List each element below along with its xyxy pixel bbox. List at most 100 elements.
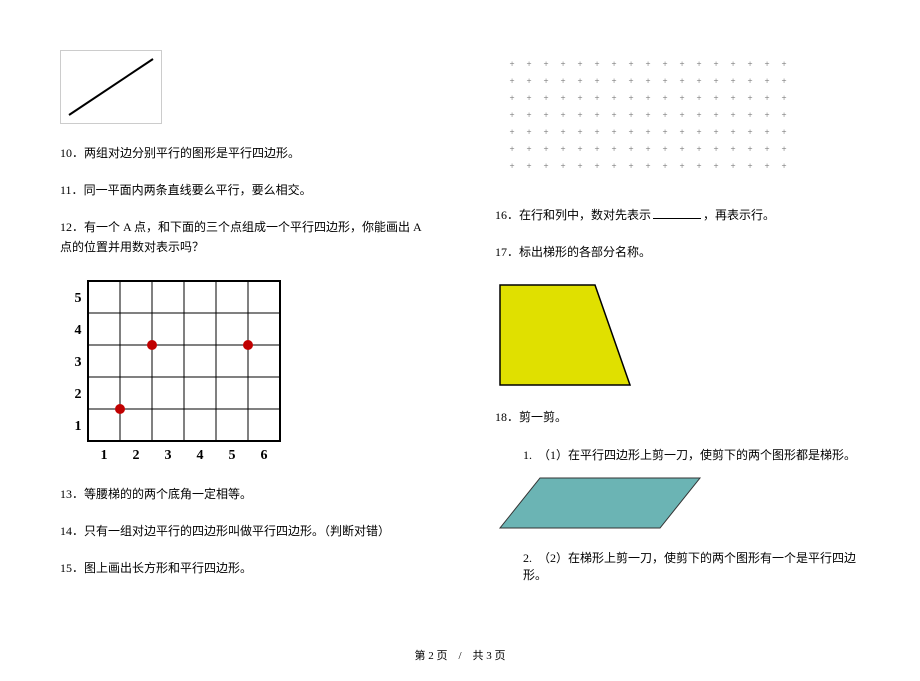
svg-text:3: 3 [165, 448, 172, 463]
svg-text:+: + [594, 110, 599, 120]
q12-num: 12． [60, 220, 84, 234]
q15: 15．图上画出长方形和平行四边形。 [60, 559, 425, 578]
svg-text:+: + [543, 76, 548, 86]
svg-text:+: + [781, 76, 786, 86]
svg-text:+: + [594, 93, 599, 103]
svg-text:3: 3 [75, 355, 82, 370]
svg-text:+: + [509, 144, 514, 154]
q16-pre: 在行和列中，数对先表示 [519, 208, 651, 222]
svg-text:+: + [679, 110, 684, 120]
parallelogram-svg [495, 473, 705, 533]
svg-text:+: + [679, 161, 684, 171]
svg-text:+: + [526, 93, 531, 103]
trapezoid-figure [495, 280, 860, 390]
svg-text:+: + [611, 93, 616, 103]
dotgrid-svg: + + + + + + + + + + + + + + + + + + + + + + + + + + + + + + + + + + + + + + + +… [495, 50, 801, 186]
svg-text:+: + [509, 76, 514, 86]
svg-text:5: 5 [75, 291, 82, 306]
svg-text:+: + [526, 59, 531, 69]
parallelogram-figure [495, 473, 860, 533]
page: 10．两组对边分别平行的图形是平行四边形。 11．同一平面内两条直线要么平行，要… [0, 0, 920, 681]
svg-text:+: + [781, 161, 786, 171]
svg-text:+: + [560, 161, 565, 171]
q10-num: 10． [60, 146, 84, 160]
line-figure [60, 50, 162, 124]
svg-text:+: + [543, 59, 548, 69]
columns: 10．两组对边分别平行的图形是平行四边形。 11．同一平面内两条直线要么平行，要… [60, 50, 860, 596]
svg-text:+: + [594, 161, 599, 171]
q18-1-num: 1. [523, 448, 544, 462]
svg-text:+: + [730, 110, 735, 120]
q18-2-text: （2）在梯形上剪一刀，使剪下的两个图形有一个是平行四边形。 [523, 551, 856, 582]
svg-text:+: + [764, 144, 769, 154]
q18: 18．剪一剪。 [495, 408, 860, 427]
svg-text:+: + [679, 93, 684, 103]
svg-text:+: + [577, 76, 582, 86]
svg-text:+: + [764, 110, 769, 120]
svg-text:+: + [611, 110, 616, 120]
svg-text:+: + [509, 110, 514, 120]
svg-text:+: + [611, 144, 616, 154]
svg-text:+: + [645, 110, 650, 120]
grid-svg: 12345612345 [60, 275, 286, 465]
svg-text:1: 1 [101, 448, 108, 463]
svg-text:+: + [611, 59, 616, 69]
svg-text:+: + [679, 59, 684, 69]
svg-text:+: + [713, 127, 718, 137]
svg-text:+: + [611, 127, 616, 137]
svg-text:+: + [645, 127, 650, 137]
svg-text:+: + [577, 93, 582, 103]
svg-text:+: + [747, 59, 752, 69]
svg-text:+: + [577, 144, 582, 154]
svg-text:4: 4 [197, 448, 204, 463]
svg-text:+: + [747, 93, 752, 103]
svg-text:2: 2 [133, 448, 140, 463]
svg-text:5: 5 [229, 448, 236, 463]
q11: 11．同一平面内两条直线要么平行，要么相交。 [60, 181, 425, 200]
svg-text:+: + [594, 144, 599, 154]
q11-text: 同一平面内两条直线要么平行，要么相交。 [84, 183, 312, 197]
q13-num: 13． [60, 487, 84, 501]
svg-text:+: + [713, 110, 718, 120]
q14-text: 只有一组对边平行的四边形叫做平行四边形。（判断对错） [84, 524, 390, 538]
q16-blank [653, 218, 701, 219]
svg-text:+: + [679, 127, 684, 137]
svg-text:+: + [730, 127, 735, 137]
svg-text:+: + [781, 127, 786, 137]
svg-text:+: + [577, 59, 582, 69]
svg-text:+: + [594, 76, 599, 86]
svg-text:2: 2 [75, 387, 82, 402]
svg-text:+: + [781, 144, 786, 154]
svg-text:+: + [628, 127, 633, 137]
q18-1-text: （1）在平行四边形上剪一刀，使剪下的两个图形都是梯形。 [544, 448, 856, 462]
svg-text:+: + [781, 110, 786, 120]
q18-2-num: 2. [523, 551, 544, 565]
svg-text:+: + [645, 59, 650, 69]
svg-text:+: + [560, 144, 565, 154]
svg-text:+: + [696, 144, 701, 154]
q12: 12．有一个 A 点，和下面的三个点组成一个平行四边形，你能画出 A 点的位置并… [60, 218, 425, 256]
svg-text:+: + [645, 93, 650, 103]
svg-text:+: + [747, 127, 752, 137]
svg-text:+: + [713, 93, 718, 103]
grid-figure: 12345612345 [60, 275, 425, 465]
svg-text:+: + [764, 161, 769, 171]
svg-text:+: + [696, 127, 701, 137]
svg-text:+: + [645, 161, 650, 171]
dotgrid-figure: + + + + + + + + + + + + + + + + + + + + + + + + + + + + + + + + + + + + + + + +… [495, 50, 860, 186]
q17: 17．标出梯形的各部分名称。 [495, 243, 860, 262]
svg-text:+: + [509, 161, 514, 171]
svg-text:+: + [713, 161, 718, 171]
q16: 16．在行和列中，数对先表示，再表示行。 [495, 206, 860, 225]
q11-num: 11． [60, 183, 84, 197]
svg-text:+: + [696, 59, 701, 69]
svg-text:+: + [764, 127, 769, 137]
svg-text:+: + [662, 144, 667, 154]
svg-text:+: + [526, 110, 531, 120]
left-column: 10．两组对边分别平行的图形是平行四边形。 11．同一平面内两条直线要么平行，要… [60, 50, 425, 596]
q10-text: 两组对边分别平行的图形是平行四边形。 [84, 146, 300, 160]
svg-text:+: + [526, 76, 531, 86]
q16-num: 16． [495, 208, 519, 222]
svg-text:+: + [611, 76, 616, 86]
svg-text:+: + [662, 93, 667, 103]
